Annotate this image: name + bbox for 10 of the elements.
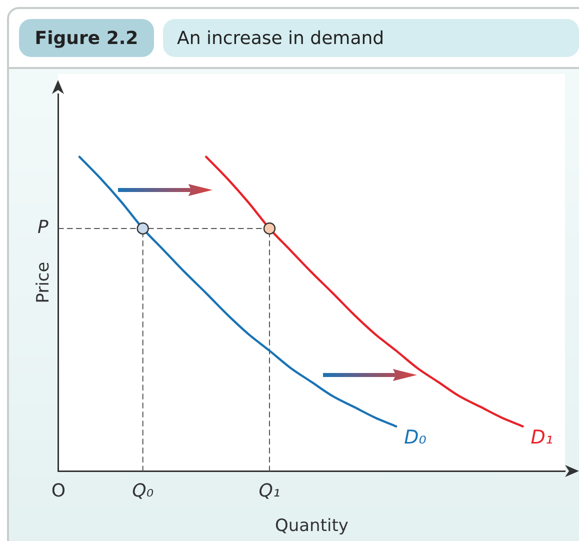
chart-title: Figure 2.2 bbox=[19, 19, 154, 57]
y-axis-title: Price bbox=[34, 262, 54, 304]
x-tick-label: Q₁ bbox=[258, 480, 280, 502]
x-tick-label: O bbox=[51, 480, 66, 502]
text: P bbox=[38, 217, 49, 238]
series-label: D₀ bbox=[404, 426, 427, 448]
x-tick-label: Q₀ bbox=[132, 480, 154, 502]
chart-subtitle: An increase in demand bbox=[163, 19, 579, 57]
x-axis-title: Quantity bbox=[274, 516, 348, 536]
series-label: D₁ bbox=[530, 426, 554, 448]
